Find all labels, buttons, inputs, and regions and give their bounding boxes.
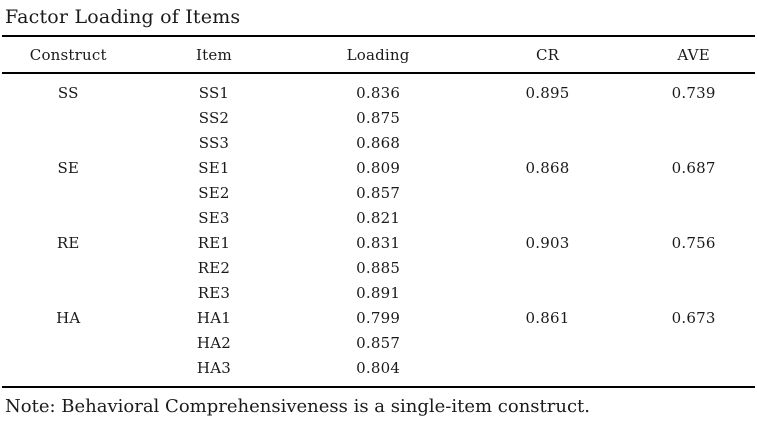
cell-ave: 0.739 [671,83,716,102]
cell-ave: 0.756 [671,233,716,252]
cell-ave [632,180,755,205]
cell-cr [463,105,632,130]
cell-loading: 0.875 [356,108,401,127]
cell-cr: 0.868 [525,158,570,177]
table-row: SS SS1 0.836 0.895 0.739 [2,73,755,105]
table-row: SE3 0.821 [2,205,755,230]
cell-construct [2,355,135,387]
cell-cr [463,130,632,155]
header-row: Construct Item Loading CR AVE [2,36,755,74]
table-note: Note: Behavioral Comprehensiveness is a … [5,396,591,417]
cell-construct: SE [57,158,80,177]
cell-item: SE1 [198,158,230,177]
cell-ave [632,105,755,130]
cell-item: SS2 [198,108,230,127]
cell-ave [632,355,755,387]
cell-loading: 0.809 [356,158,401,177]
cell-cr: 0.861 [525,308,570,327]
cell-cr [463,280,632,305]
cell-cr [463,330,632,355]
table-title: Factor Loading of Items [5,6,241,28]
cell-loading: 0.857 [356,333,401,352]
cell-construct [2,105,135,130]
cell-construct: RE [56,233,80,252]
cell-loading: 0.891 [356,283,401,302]
cell-loading: 0.799 [356,308,401,327]
cell-ave: 0.687 [671,158,716,177]
cell-cr: 0.895 [525,83,570,102]
cell-loading: 0.804 [356,358,401,377]
cell-ave [632,255,755,280]
table-row: SS2 0.875 [2,105,755,130]
cell-item: HA2 [196,333,231,352]
table-row: HA2 0.857 [2,330,755,355]
table-row: HA HA1 0.799 0.861 0.673 [2,305,755,330]
cell-ave [632,205,755,230]
cell-cr: 0.903 [525,233,570,252]
cell-loading: 0.885 [356,258,401,277]
cell-loading: 0.831 [356,233,401,252]
column-header-construct: Construct [2,36,135,74]
cell-cr [463,255,632,280]
cell-item: RE3 [197,283,231,302]
cell-loading: 0.836 [356,83,401,102]
cell-construct: SS [57,83,79,102]
cell-cr [463,180,632,205]
cell-ave [632,280,755,305]
factor-loading-table: Construct Item Loading CR AVE SS SS1 0.8… [2,35,755,388]
cell-loading: 0.868 [356,133,401,152]
column-header-loading: Loading [293,36,463,74]
cell-item: SE2 [198,183,230,202]
cell-ave: 0.673 [671,308,716,327]
table-row: RE RE1 0.831 0.903 0.756 [2,230,755,255]
cell-item: SS3 [198,133,230,152]
table-row: RE3 0.891 [2,280,755,305]
table-row: SE2 0.857 [2,180,755,205]
cell-loading: 0.821 [356,208,401,227]
cell-loading: 0.857 [356,183,401,202]
table-row: SS3 0.868 [2,130,755,155]
cell-construct [2,330,135,355]
table-row: SE SE1 0.809 0.868 0.687 [2,155,755,180]
table-header: Construct Item Loading CR AVE [2,36,755,74]
cell-construct [2,180,135,205]
cell-construct [2,255,135,280]
cell-item: RE2 [197,258,231,277]
cell-construct [2,130,135,155]
cell-item: SS1 [198,83,230,102]
table-row: RE2 0.885 [2,255,755,280]
column-header-cr: CR [462,36,633,74]
cell-cr [463,205,632,230]
cell-item: HA3 [196,358,231,377]
table-body: SS SS1 0.836 0.895 0.739 SS2 0.875 SS3 0… [2,73,755,387]
cell-item: HA1 [196,308,231,327]
cell-construct: HA [56,308,81,327]
cell-item: RE1 [197,233,231,252]
cell-cr [463,355,632,387]
cell-item: SE3 [198,208,230,227]
cell-construct [2,280,135,305]
table-row: HA3 0.804 [2,355,755,387]
cell-ave [632,330,755,355]
cell-construct [2,205,135,230]
cell-ave [632,130,755,155]
column-header-item: Item [134,36,294,74]
column-header-ave: AVE [632,36,755,74]
